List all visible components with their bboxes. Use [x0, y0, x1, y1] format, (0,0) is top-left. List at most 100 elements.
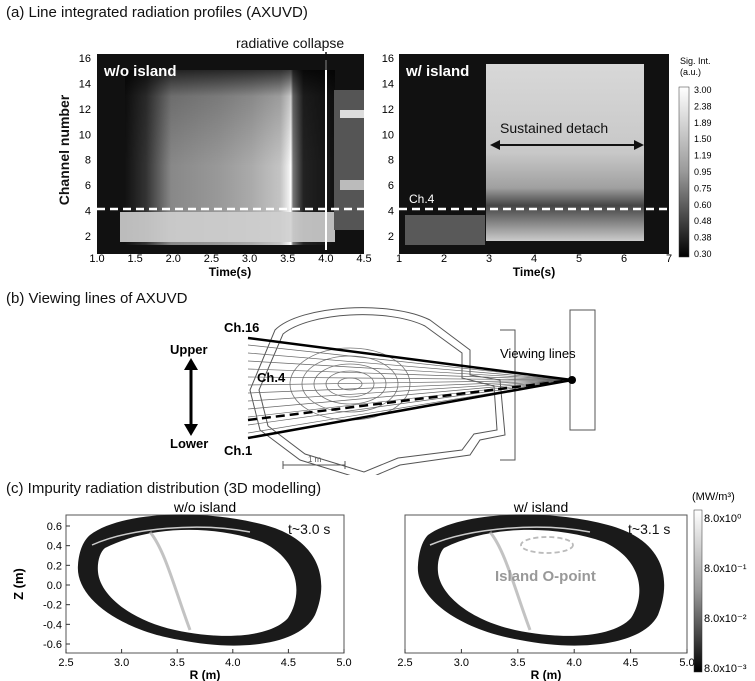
colorbar-tick-label: 1.89 — [694, 118, 712, 128]
label-with-island-c: w/ island — [513, 499, 568, 515]
y-tick-label: 10 — [382, 129, 394, 141]
xlabel-r-left: R (m) — [190, 668, 221, 681]
xlabel-r-right: R (m) — [531, 668, 562, 681]
label-without-island-c: w/o island — [173, 499, 236, 515]
y-tick-label: 8 — [85, 155, 91, 167]
x-tick-label: 2.0 — [166, 253, 181, 265]
y-tick-label: 16 — [79, 53, 91, 65]
colorbar-tick-label: 0.95 — [694, 167, 712, 177]
colorbar-tick-label: 2.38 — [694, 101, 712, 111]
annotation-radiative-collapse: radiative collapse — [236, 35, 344, 51]
x-tick-label: 4.5 — [281, 657, 296, 669]
ch4-line — [247, 378, 573, 422]
x-tick-label: 4.5 — [623, 657, 638, 669]
x-tick-label: 3.0 — [114, 657, 129, 669]
annotation-sustained-detach: Sustained detach — [500, 120, 608, 136]
x-tick-label: 3.0 — [454, 657, 469, 669]
radiation-ring-left — [77, 514, 322, 646]
colorbar-c — [693, 509, 703, 673]
channel-number-label: Channel number — [56, 94, 72, 205]
panel-b-figure: Ch.16 Ch.4 Ch.1 Upper Lower Viewing line… — [170, 307, 596, 475]
panel-a-figure: w/o island radiative collapse w/ island … — [56, 35, 712, 279]
x-tick-label: 1.5 — [127, 253, 142, 265]
ch16-label: Ch.16 — [224, 320, 259, 335]
y-tick-label: 2 — [85, 231, 91, 243]
x-tick-label: 2 — [441, 253, 447, 265]
y-tick-label: 6 — [85, 180, 91, 192]
colorbar-title-line1: Sig. Int. — [680, 56, 711, 66]
x-tick-label: 2.5 — [204, 253, 219, 265]
x-tick-label: 5.0 — [336, 657, 351, 669]
x-tick-label: 7 — [666, 253, 672, 265]
vacuum-vessel — [249, 307, 596, 475]
colorbar-tick-label: 0.60 — [694, 200, 712, 210]
y-tick-label: 10 — [79, 129, 91, 141]
colorbar-c-unit: (MW/m³) — [692, 491, 735, 503]
y-tick-label: 0.2 — [47, 560, 62, 572]
lower-label: Lower — [170, 436, 208, 451]
y-tick-label: -0.4 — [43, 619, 62, 631]
xlabel-time-left: Time(s) — [209, 265, 251, 279]
panel-a-title: (a) Line integrated radiation profiles (… — [6, 4, 308, 21]
y-tick-label: 16 — [382, 53, 394, 65]
x-tick-label: 4.0 — [225, 657, 240, 669]
colorbar-tick-label: 0.48 — [694, 216, 712, 226]
y-tick-label: 0.6 — [47, 521, 62, 533]
panel-b-title: (b) Viewing lines of AXUVD — [6, 290, 188, 307]
panel-c-figure: w/o island t~3.0 s Z (m) R (m) w/ island… — [11, 491, 747, 681]
y-tick-label: 4 — [85, 206, 91, 218]
colorbar-tick-label: 8.0x10⁻¹ — [704, 563, 747, 575]
colorbar-tick-label: 8.0x10⁻³ — [704, 663, 747, 675]
ch16-line — [247, 336, 573, 382]
y-tick-label: 6 — [388, 180, 394, 192]
x-tick-label: 5 — [576, 253, 582, 265]
colorbar-tick-label: 1.50 — [694, 134, 712, 144]
colorbar-tick-label: 8.0x10⁻² — [704, 613, 747, 625]
y-tick-label: 2 — [388, 231, 394, 243]
time-left: t~3.0 s — [288, 521, 330, 537]
label-with-island: w/ island — [405, 63, 469, 80]
y-tick-label: 0.0 — [47, 580, 62, 592]
ch1-line — [247, 378, 573, 440]
island-o-point-marker — [520, 536, 574, 554]
viewing-lines-label: Viewing lines — [500, 346, 576, 361]
y-tick-label: 8 — [388, 155, 394, 167]
x-tick-label: 3.0 — [242, 253, 257, 265]
x-tick-label: 4.0 — [567, 657, 582, 669]
x-tick-label: 3.5 — [280, 253, 295, 265]
heatmap-without-island — [97, 54, 364, 254]
x-tick-label: 5.0 — [679, 657, 694, 669]
x-tick-label: 3 — [486, 253, 492, 265]
up-down-arrow — [184, 358, 198, 436]
y-tick-label: 12 — [382, 104, 394, 116]
y-tick-label: 12 — [79, 104, 91, 116]
y-tick-label: -0.2 — [43, 600, 62, 612]
colorbar-a — [678, 86, 690, 258]
x-tick-label: 1 — [396, 253, 402, 265]
ch4-label-heatmap: Ch.4 — [409, 192, 435, 206]
x-tick-label: 2.5 — [397, 657, 412, 669]
viewing-lines-fan — [247, 344, 573, 434]
upper-label: Upper — [170, 342, 208, 357]
panel-c-title: (c) Impurity radiation distribution (3D … — [6, 480, 322, 497]
x-tick-label: 3.5 — [170, 657, 185, 669]
x-tick-label: 6 — [621, 253, 627, 265]
y-tick-label: 14 — [382, 78, 394, 90]
ch1-label: Ch.1 — [224, 443, 252, 458]
y-tick-label: 0.4 — [47, 541, 62, 553]
y-tick-label: 4 — [388, 206, 394, 218]
colorbar-title-line2: (a.u.) — [680, 67, 701, 77]
scale-bar — [282, 461, 346, 469]
scale-label: 1 m — [308, 455, 322, 464]
colorbar-tick-label: 3.00 — [694, 85, 712, 95]
x-tick-label: 2.5 — [58, 657, 73, 669]
x-tick-label: 1.0 — [89, 253, 104, 265]
colorbar-tick-label: 0.30 — [694, 249, 712, 259]
z-axis-label: Z (m) — [11, 568, 26, 600]
island-o-point-label: Island O-point — [495, 568, 596, 585]
ch4-label: Ch.4 — [257, 370, 286, 385]
x-tick-label: 4.5 — [356, 253, 371, 265]
x-tick-label: 4 — [531, 253, 537, 265]
xlabel-time-right: Time(s) — [513, 265, 555, 279]
radiation-ring-right — [417, 514, 665, 646]
